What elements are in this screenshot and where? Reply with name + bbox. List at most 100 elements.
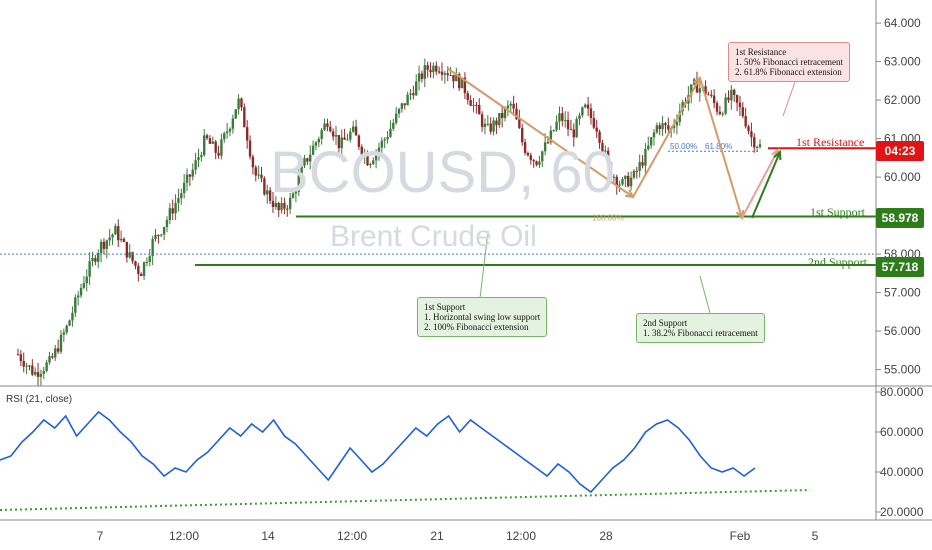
candle-body <box>168 208 172 220</box>
rsi-tick-label: 60.0000 <box>880 425 924 439</box>
candle-body <box>529 155 533 160</box>
candle-body <box>217 152 220 156</box>
candle-body <box>632 170 636 178</box>
candle-body <box>125 241 129 258</box>
candle-body <box>457 74 461 89</box>
candle-body <box>194 160 197 170</box>
candle-body <box>326 123 329 127</box>
candle-body <box>360 146 363 155</box>
candle-body <box>609 162 613 177</box>
candle-body <box>311 145 315 155</box>
support2-note: 2nd Support 1. 38.2% Fibonacci retraceme… <box>636 313 765 343</box>
candle-body <box>386 136 389 140</box>
rsi-indicator-title: RSI (21, close) <box>6 394 72 405</box>
candle-body <box>306 158 309 162</box>
price-pane: 50.00% 61.80% 100.00% <box>0 58 876 387</box>
candle-body <box>303 158 306 166</box>
candle-body <box>54 348 57 358</box>
candle-body <box>68 320 71 326</box>
candle-body <box>25 365 28 367</box>
candle-body <box>495 120 498 126</box>
candle-body <box>423 65 427 79</box>
candle-body <box>119 238 123 241</box>
candle-body <box>257 174 260 176</box>
candle-body <box>349 131 352 140</box>
candle-body <box>552 130 555 132</box>
candle-body <box>271 200 275 207</box>
candle-body <box>718 111 722 115</box>
candle-body <box>74 297 77 313</box>
candle-body <box>406 94 409 106</box>
candle-body <box>145 261 149 263</box>
time-tick-label: Feb <box>730 529 751 543</box>
candle-body <box>231 118 235 129</box>
candle-body <box>48 356 51 363</box>
candle-body <box>245 127 249 141</box>
rsi-tick-label: 80.0000 <box>880 385 924 399</box>
time-tick-label: 12:00 <box>337 529 367 543</box>
candle-body <box>753 137 756 148</box>
candle-body <box>747 126 750 132</box>
candle-body <box>435 65 438 72</box>
fib-618-label: 61.80% <box>705 142 732 151</box>
fib-100-label: 100.00% <box>592 213 624 222</box>
candle-body <box>681 102 684 112</box>
candle-body <box>589 108 593 119</box>
candle-body <box>466 93 469 101</box>
candle-body <box>601 142 604 152</box>
candle-body <box>320 130 323 139</box>
candle-body <box>134 261 137 266</box>
candle-body <box>82 283 86 288</box>
candle-body <box>758 144 762 147</box>
candle-body <box>97 253 100 262</box>
candle-body <box>36 372 40 377</box>
candle-body <box>51 356 54 358</box>
support1-note: 1st Support 1. Horizontal swing low supp… <box>417 297 548 337</box>
rsi-pane <box>0 410 811 511</box>
candle-body <box>563 119 567 121</box>
candle-body <box>122 238 126 242</box>
candle-body <box>33 372 37 375</box>
candle-body <box>39 373 43 377</box>
candle-body <box>243 107 246 128</box>
candle-body <box>652 132 656 138</box>
candle-body <box>712 95 716 104</box>
candle-body <box>102 241 106 249</box>
candle-body <box>486 123 490 125</box>
resistance-price-tag: 04:23 <box>876 141 924 161</box>
candle-body <box>463 77 467 94</box>
candle-body <box>180 193 183 199</box>
candle-body <box>532 159 535 162</box>
candle-body <box>105 240 109 249</box>
candle-body <box>400 103 404 109</box>
candle-body <box>65 325 68 333</box>
support1-price-tag: 58.978 <box>876 208 924 228</box>
candle-body <box>489 123 492 132</box>
candle-body <box>372 160 375 165</box>
candle-body <box>139 273 143 277</box>
candle-body <box>627 175 630 187</box>
candle-body <box>165 219 169 227</box>
fib-50-label: 50.00% <box>670 142 697 151</box>
candle-body <box>460 77 464 89</box>
candle-body <box>409 93 412 95</box>
candle-body <box>606 150 610 163</box>
candle-body <box>672 125 676 129</box>
candle-body <box>220 139 223 156</box>
resistance-note-pointer <box>782 81 796 117</box>
candle-body <box>354 126 358 136</box>
projection-arrow-support-head <box>773 149 782 161</box>
candle-body <box>228 128 232 132</box>
time-tick-label: 5 <box>812 529 819 543</box>
candle-body <box>604 150 607 152</box>
candle-body <box>575 119 578 138</box>
candle-body <box>710 94 713 96</box>
candle-body <box>108 237 111 241</box>
candle-body <box>234 109 237 119</box>
candle-body <box>667 125 670 130</box>
candle-body <box>727 97 730 101</box>
candle-body <box>569 129 573 131</box>
candle-body <box>288 197 292 209</box>
candle-body <box>664 123 667 126</box>
candle-body <box>19 354 23 362</box>
